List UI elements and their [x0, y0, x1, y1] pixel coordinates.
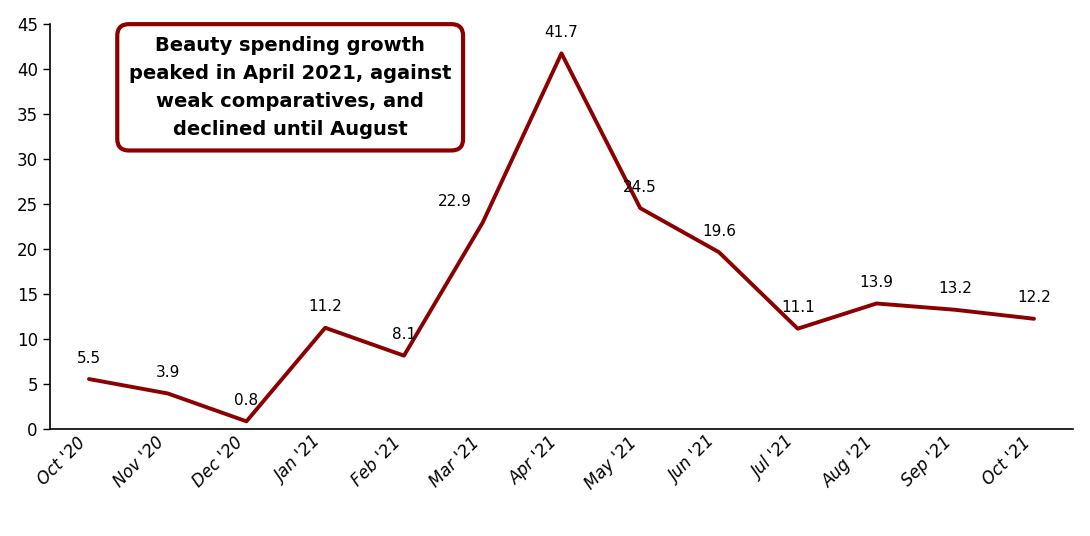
Text: 19.6: 19.6: [702, 224, 736, 239]
Text: 5.5: 5.5: [77, 351, 101, 366]
Text: 0.8: 0.8: [234, 393, 258, 408]
Text: 3.9: 3.9: [156, 365, 180, 380]
Text: 41.7: 41.7: [545, 25, 579, 40]
Text: 11.2: 11.2: [308, 299, 342, 314]
Text: 13.2: 13.2: [938, 281, 972, 296]
Text: Beauty spending growth
peaked in April 2021, against
weak comparatives, and
decl: Beauty spending growth peaked in April 2…: [129, 36, 451, 139]
Text: 12.2: 12.2: [1017, 291, 1051, 306]
Text: 13.9: 13.9: [859, 275, 894, 290]
Text: 22.9: 22.9: [438, 194, 472, 209]
Text: 24.5: 24.5: [623, 180, 657, 195]
Text: 11.1: 11.1: [780, 300, 814, 315]
Text: 8.1: 8.1: [392, 327, 416, 342]
